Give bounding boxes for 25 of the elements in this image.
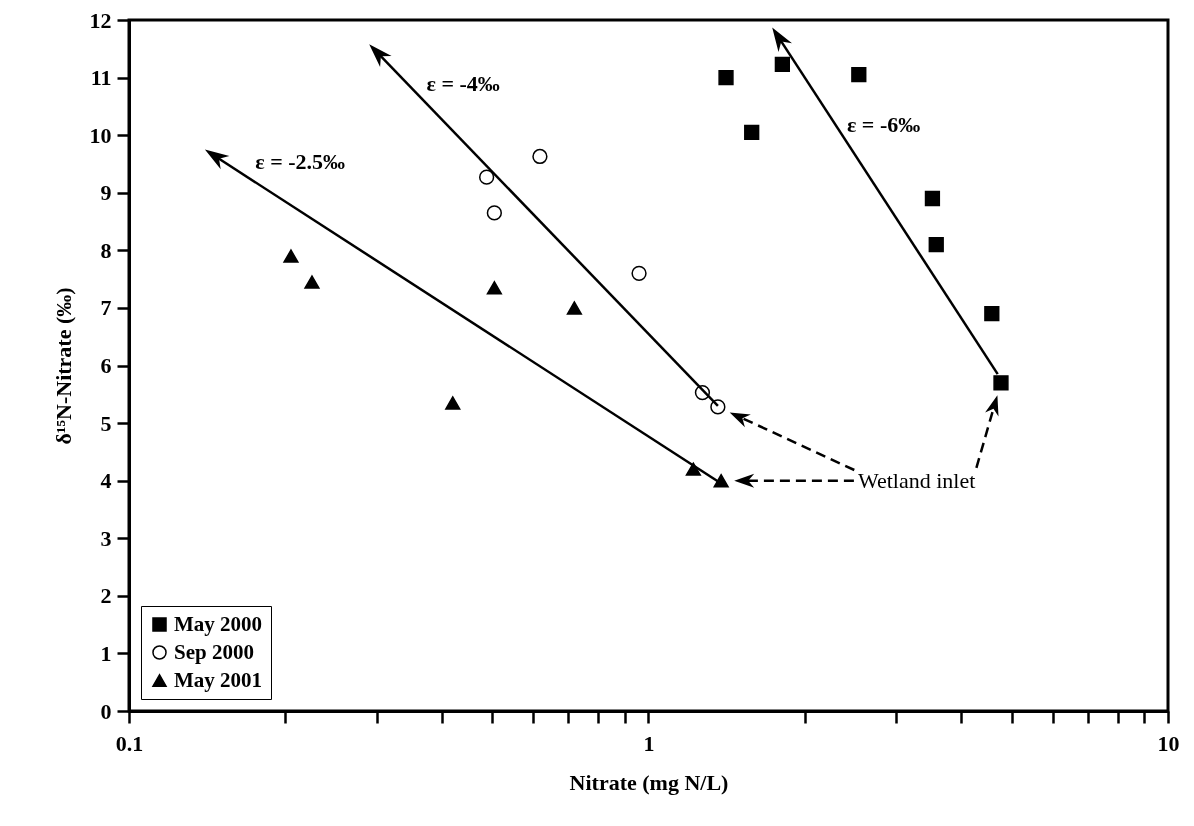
y-axis-title: δ¹⁵N-Nitrate (‰) (50, 287, 76, 445)
y-tick-label: 12 (89, 7, 112, 33)
annotation: ε = -2.5‰ (255, 149, 346, 175)
y-tick-label: 8 (100, 237, 112, 263)
x-tick-label: 10 (1157, 730, 1180, 756)
annotation: ε = -6‰ (846, 112, 921, 138)
legend-label: May 2000 (174, 611, 263, 636)
annotation: ε = -4‰ (426, 71, 500, 97)
y-tick-label: 7 (100, 295, 112, 321)
y-tick-label: 3 (100, 525, 112, 551)
legend-label: Sep 2000 (174, 639, 254, 664)
y-tick-label: 0 (100, 698, 112, 724)
y-tick-label: 10 (89, 122, 112, 148)
y-tick-label: 4 (100, 468, 112, 494)
y-tick-label: 9 (100, 180, 112, 206)
annotation: Wetland inlet (857, 467, 976, 493)
y-tick-label: 2 (100, 583, 112, 609)
y-tick-label: 1 (100, 640, 112, 666)
y-tick-label: 6 (100, 353, 112, 378)
legend-label: May 2001 (174, 667, 263, 692)
x-axis-title: Nitrate (mg N/L) (569, 769, 729, 795)
x-tick-label: 0.1 (115, 730, 144, 756)
x-tick-label: 1 (643, 730, 655, 756)
y-tick-label: 11 (90, 65, 112, 91)
y-tick-label: 5 (100, 410, 112, 436)
